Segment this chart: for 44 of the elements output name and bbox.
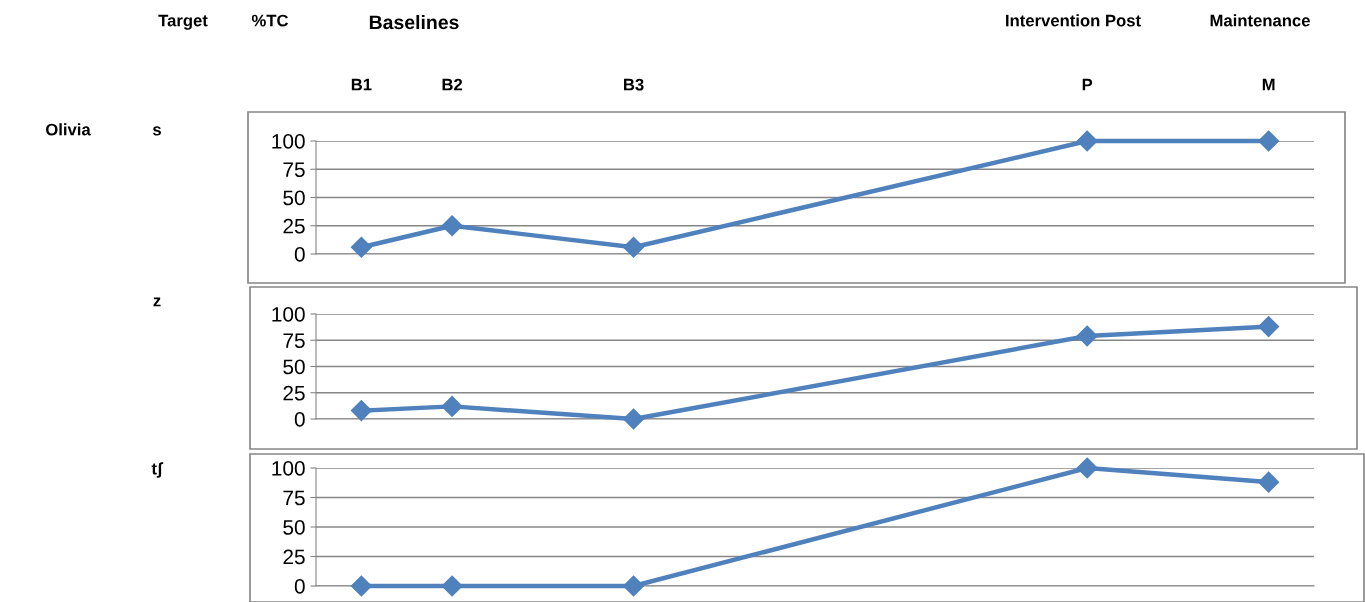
- point: [350, 400, 372, 422]
- point: [1258, 471, 1280, 493]
- point: [1258, 130, 1280, 152]
- text: Baselines: [369, 14, 459, 30]
- y-tick-label: 0: [294, 247, 305, 262]
- text: Intervention Post: [1006, 14, 1141, 27]
- point: [350, 236, 372, 258]
- x-tick-label: B2: [442, 78, 463, 91]
- text: Target: [158, 14, 208, 30]
- text: Olivia: [45, 123, 91, 136]
- y-tick-label: 100: [272, 461, 305, 476]
- y-tick-label: 25: [283, 385, 305, 401]
- y-tick-label: 100: [272, 307, 305, 322]
- point: [1076, 325, 1098, 347]
- point: [350, 575, 372, 597]
- y-tick-label: 0: [294, 412, 305, 427]
- y-tick-label: 50: [283, 190, 305, 206]
- y-tick-label: 50: [283, 359, 305, 375]
- y-axis-title: z: [153, 297, 161, 307]
- y-tick-label: 25: [283, 218, 305, 234]
- point: [623, 236, 645, 258]
- text: Maintenance: [1210, 14, 1310, 27]
- y-axis-title: tʃ: [151, 462, 164, 478]
- x-tick-label: P: [1082, 78, 1093, 91]
- y-tick-label: 0: [294, 579, 305, 594]
- y-tick-label: 100: [272, 134, 305, 149]
- point: [1258, 316, 1280, 338]
- text: %TC: [251, 14, 289, 27]
- point: [623, 575, 645, 597]
- y-tick-label: 75: [283, 490, 305, 506]
- y-tick-label: 25: [283, 549, 305, 565]
- y-axis-title: s: [152, 126, 161, 136]
- point: [623, 408, 645, 430]
- y-tick-label: 75: [283, 162, 305, 177]
- point: [441, 395, 463, 417]
- point: [441, 575, 463, 597]
- x-tick-label: B3: [624, 78, 644, 91]
- point: [1076, 130, 1098, 152]
- point: [1076, 457, 1098, 479]
- x-tick-label: B1: [351, 78, 372, 91]
- y-tick-label: 75: [283, 333, 305, 348]
- point: [441, 215, 463, 237]
- y-tick-label: 50: [283, 520, 305, 535]
- x-tick-label: M: [1262, 78, 1275, 91]
